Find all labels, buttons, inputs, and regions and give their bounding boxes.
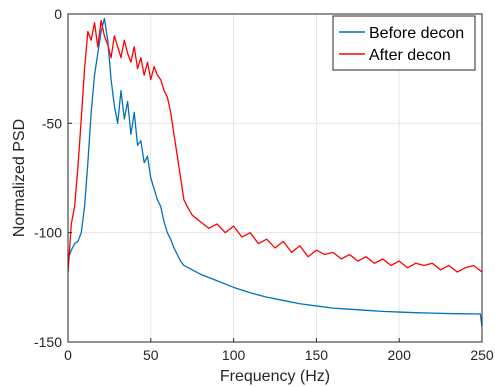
- series-lines: [68, 17, 482, 327]
- x-tick-label: 200: [388, 347, 412, 363]
- y-axis-label: Normalized PSD: [11, 119, 28, 237]
- legend: Before decon After decon: [332, 15, 476, 71]
- y-tick-label: -100: [34, 225, 62, 241]
- legend-label-before-decon: Before decon: [369, 25, 464, 42]
- x-axis-label: Frequency (Hz): [220, 368, 330, 385]
- legend-box: [332, 15, 476, 71]
- x-tick-label: 250: [470, 347, 494, 363]
- x-tick-label: 50: [143, 347, 159, 363]
- x-tick-label: 100: [222, 347, 246, 363]
- y-tick-label: 0: [54, 6, 62, 22]
- plot-frame: [67, 13, 483, 343]
- x-tick-label: 150: [305, 347, 329, 363]
- legend-label-after-decon: After decon: [369, 47, 451, 64]
- y-tick-label: -150: [34, 334, 62, 350]
- series-line-after-decon: [68, 19, 482, 273]
- y-tick-label: -50: [42, 115, 62, 131]
- x-tick-label: 0: [64, 347, 72, 363]
- axis-ticks: 0 50 100 150 200 250 -150 -100 -50 0: [34, 6, 494, 363]
- series-line-before-decon: [68, 17, 482, 327]
